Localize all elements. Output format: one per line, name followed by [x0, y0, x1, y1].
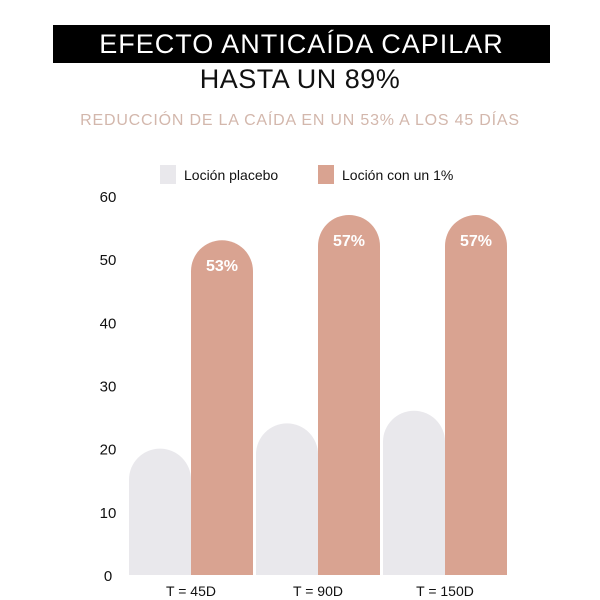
- bar-placebo: [256, 423, 318, 575]
- legend-swatch-placebo: [160, 165, 176, 184]
- x-tick-label: T = 150D: [416, 583, 474, 599]
- legend-swatch-lotion: [318, 165, 334, 184]
- x-axis: T = 45D T = 90D T = 150D: [166, 583, 474, 599]
- legend-label-placebo: Loción placebo: [184, 167, 278, 183]
- bar-lotion: [445, 214, 507, 575]
- x-tick-label: T = 45D: [166, 583, 216, 599]
- x-tick-label: T = 90D: [293, 583, 343, 599]
- bar-placebo: [383, 410, 445, 575]
- chart-subtitle: HASTA UN 89%: [199, 64, 401, 94]
- y-tick-label: 10: [100, 505, 117, 522]
- y-axis: 0 10 20 30 40 50 60: [100, 189, 117, 585]
- bar-value-label: 53%: [206, 258, 238, 275]
- legend-label-lotion: Loción con un 1%: [342, 167, 453, 183]
- bar-placebo: [129, 448, 191, 575]
- chart-title: EFECTO ANTICAÍDA CAPILAR: [53, 25, 550, 63]
- y-tick-label: 20: [100, 442, 117, 459]
- bar-lotion: [318, 214, 380, 575]
- y-tick-label: 60: [100, 189, 117, 206]
- bars: 53% 57% 57%: [129, 214, 507, 575]
- bar-lotion: [191, 240, 253, 575]
- legend: Loción placebo Loción con un 1%: [160, 165, 453, 184]
- bar-value-label: 57%: [333, 233, 365, 250]
- y-tick-label: 50: [100, 252, 117, 269]
- y-tick-label: 30: [100, 379, 117, 396]
- y-tick-label: 0: [104, 568, 112, 585]
- bar-value-label: 57%: [460, 233, 492, 250]
- y-tick-label: 40: [100, 315, 117, 332]
- chart-tagline: REDUCCIÓN DE LA CAÍDA EN UN 53% A LOS 45…: [80, 112, 520, 129]
